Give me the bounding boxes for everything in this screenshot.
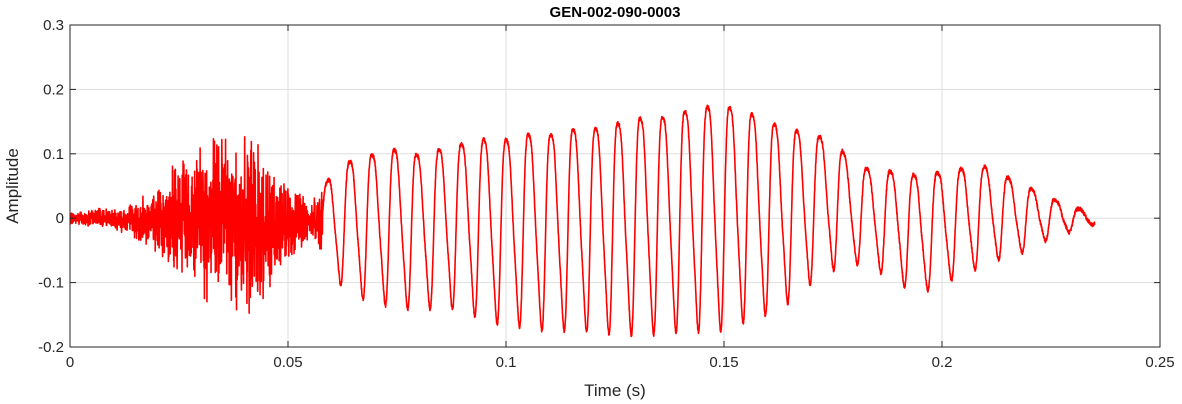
y-tick-label: -0.1	[38, 275, 64, 292]
y-tick-label: -0.2	[38, 339, 64, 356]
x-tick-label: 0.15	[709, 354, 738, 371]
y-tick-label: 0	[56, 210, 64, 227]
x-tick-label: 0.05	[273, 354, 302, 371]
series-waveform	[69, 104, 1096, 338]
x-tick-label: 0.1	[496, 354, 517, 371]
ticks: 0 0.05 0.1 0.15 0.2 0.25 -0.2 -0.1 0 0.1 0.2 0.3	[38, 17, 1174, 371]
y-axis-label: Amplitude	[3, 148, 22, 224]
y-tick-label: 0.2	[43, 81, 64, 98]
x-tick-label: 0	[66, 354, 74, 371]
waveform-line	[69, 104, 1096, 338]
x-axis-label: Time (s)	[584, 381, 646, 400]
x-tick-label: 0.25	[1145, 354, 1174, 371]
chart-title: GEN-002-090-0003	[550, 4, 681, 21]
axes-box	[69, 24, 1161, 348]
x-tick-label: 0.2	[932, 354, 953, 371]
y-tick-label: 0.1	[43, 146, 64, 163]
y-tick-label: 0.3	[43, 17, 64, 34]
